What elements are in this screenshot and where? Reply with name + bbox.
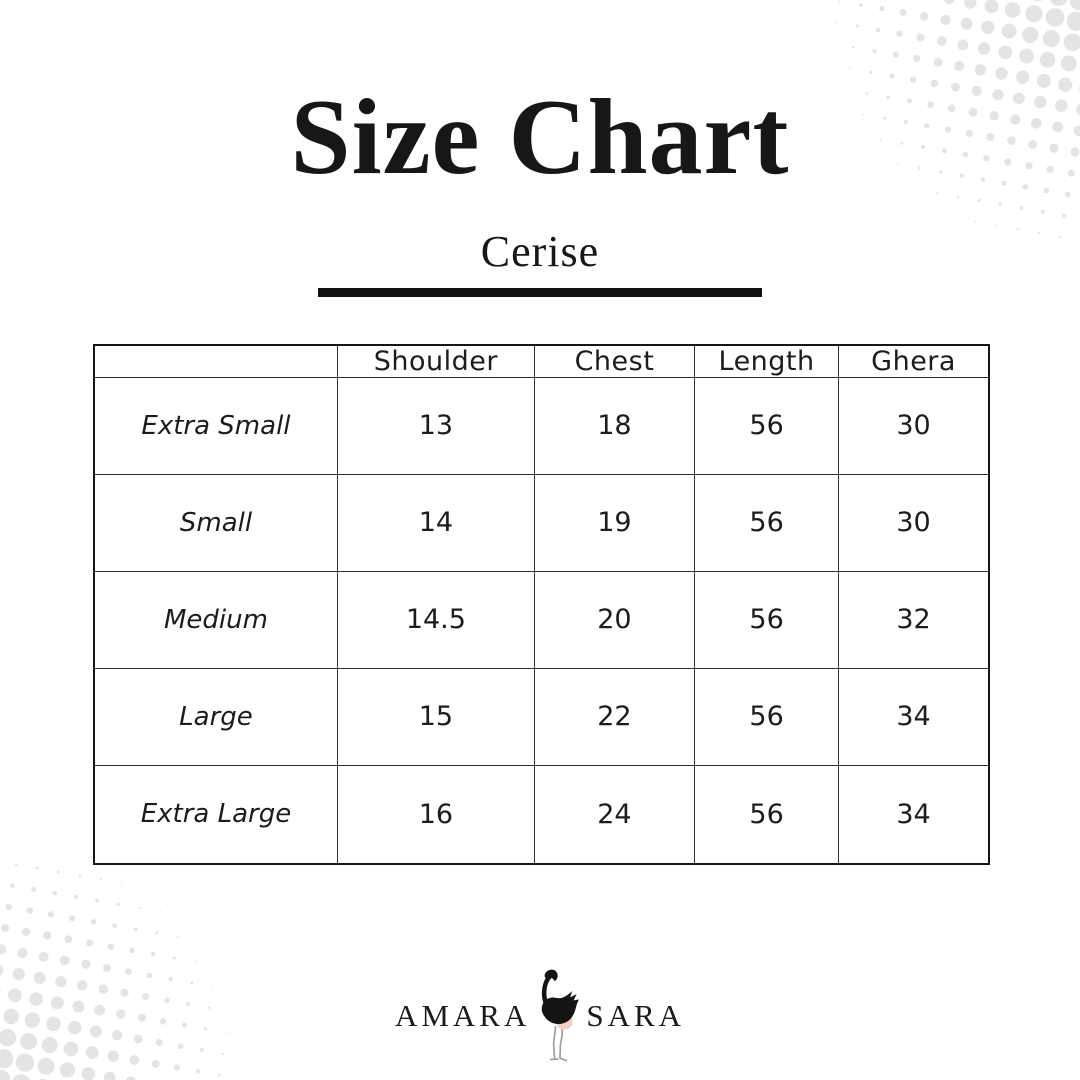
divider-line	[318, 288, 762, 297]
measurement-cell: 20	[533, 570, 696, 669]
flamingo-icon	[542, 969, 580, 1062]
measurement-cell: 30	[838, 473, 990, 572]
measurement-cell: 30	[838, 377, 990, 475]
table-row: Small 14 19 56 30	[93, 473, 990, 572]
table-row: Medium 14.5 20 56 32	[93, 570, 990, 669]
measurement-cell: 18	[533, 377, 696, 475]
measurement-cell: 56	[694, 473, 840, 572]
row-label-small: Small	[93, 473, 338, 572]
measurement-cell: 34	[838, 764, 990, 865]
measurement-cell: 13	[336, 377, 535, 475]
corner-cell	[93, 344, 338, 378]
table-row: Large 15 22 56 34	[93, 667, 990, 766]
size-table: Shoulder Chest Length Ghera Extra Small …	[93, 344, 990, 865]
measurement-cell: 19	[533, 473, 696, 572]
column-header-chest: Chest	[533, 344, 696, 378]
row-label-large: Large	[93, 667, 338, 766]
product-name: Cerise	[480, 227, 600, 276]
brand-logo: AMARA SARA	[0, 968, 1080, 1064]
flamingo-body	[542, 991, 580, 1025]
measurement-cell: 15	[336, 667, 535, 766]
measurement-cell: 14.5	[336, 570, 535, 669]
brand-name-right: SARA	[586, 998, 686, 1033]
column-header-ghera: Ghera	[838, 344, 990, 378]
measurement-cell: 22	[533, 667, 696, 766]
measurement-cell: 56	[694, 667, 840, 766]
measurement-cell: 56	[694, 570, 840, 669]
brand-name-left: AMARA	[394, 998, 531, 1033]
table-row: Extra Small 13 18 56 30	[93, 377, 990, 475]
row-label-medium: Medium	[93, 570, 338, 669]
page-title: Size Chart	[290, 78, 790, 197]
measurement-cell: 24	[533, 764, 696, 865]
row-label-extra-large: Extra Large	[93, 764, 338, 865]
measurement-cell: 56	[694, 764, 840, 865]
measurement-cell: 32	[838, 570, 990, 669]
flamingo-head-beak	[545, 969, 558, 981]
measurement-cell: 56	[694, 377, 840, 475]
header-row: Shoulder Chest Length Ghera	[93, 344, 990, 378]
measurement-cell: 16	[336, 764, 535, 865]
column-header-length: Length	[694, 344, 840, 378]
flamingo-legs	[550, 1025, 568, 1062]
row-label-extra-small: Extra Small	[93, 377, 338, 475]
table-row: Extra Large 16 24 56 34	[93, 764, 990, 865]
column-header-shoulder: Shoulder	[336, 344, 535, 378]
measurement-cell: 34	[838, 667, 990, 766]
measurement-cell: 14	[336, 473, 535, 572]
